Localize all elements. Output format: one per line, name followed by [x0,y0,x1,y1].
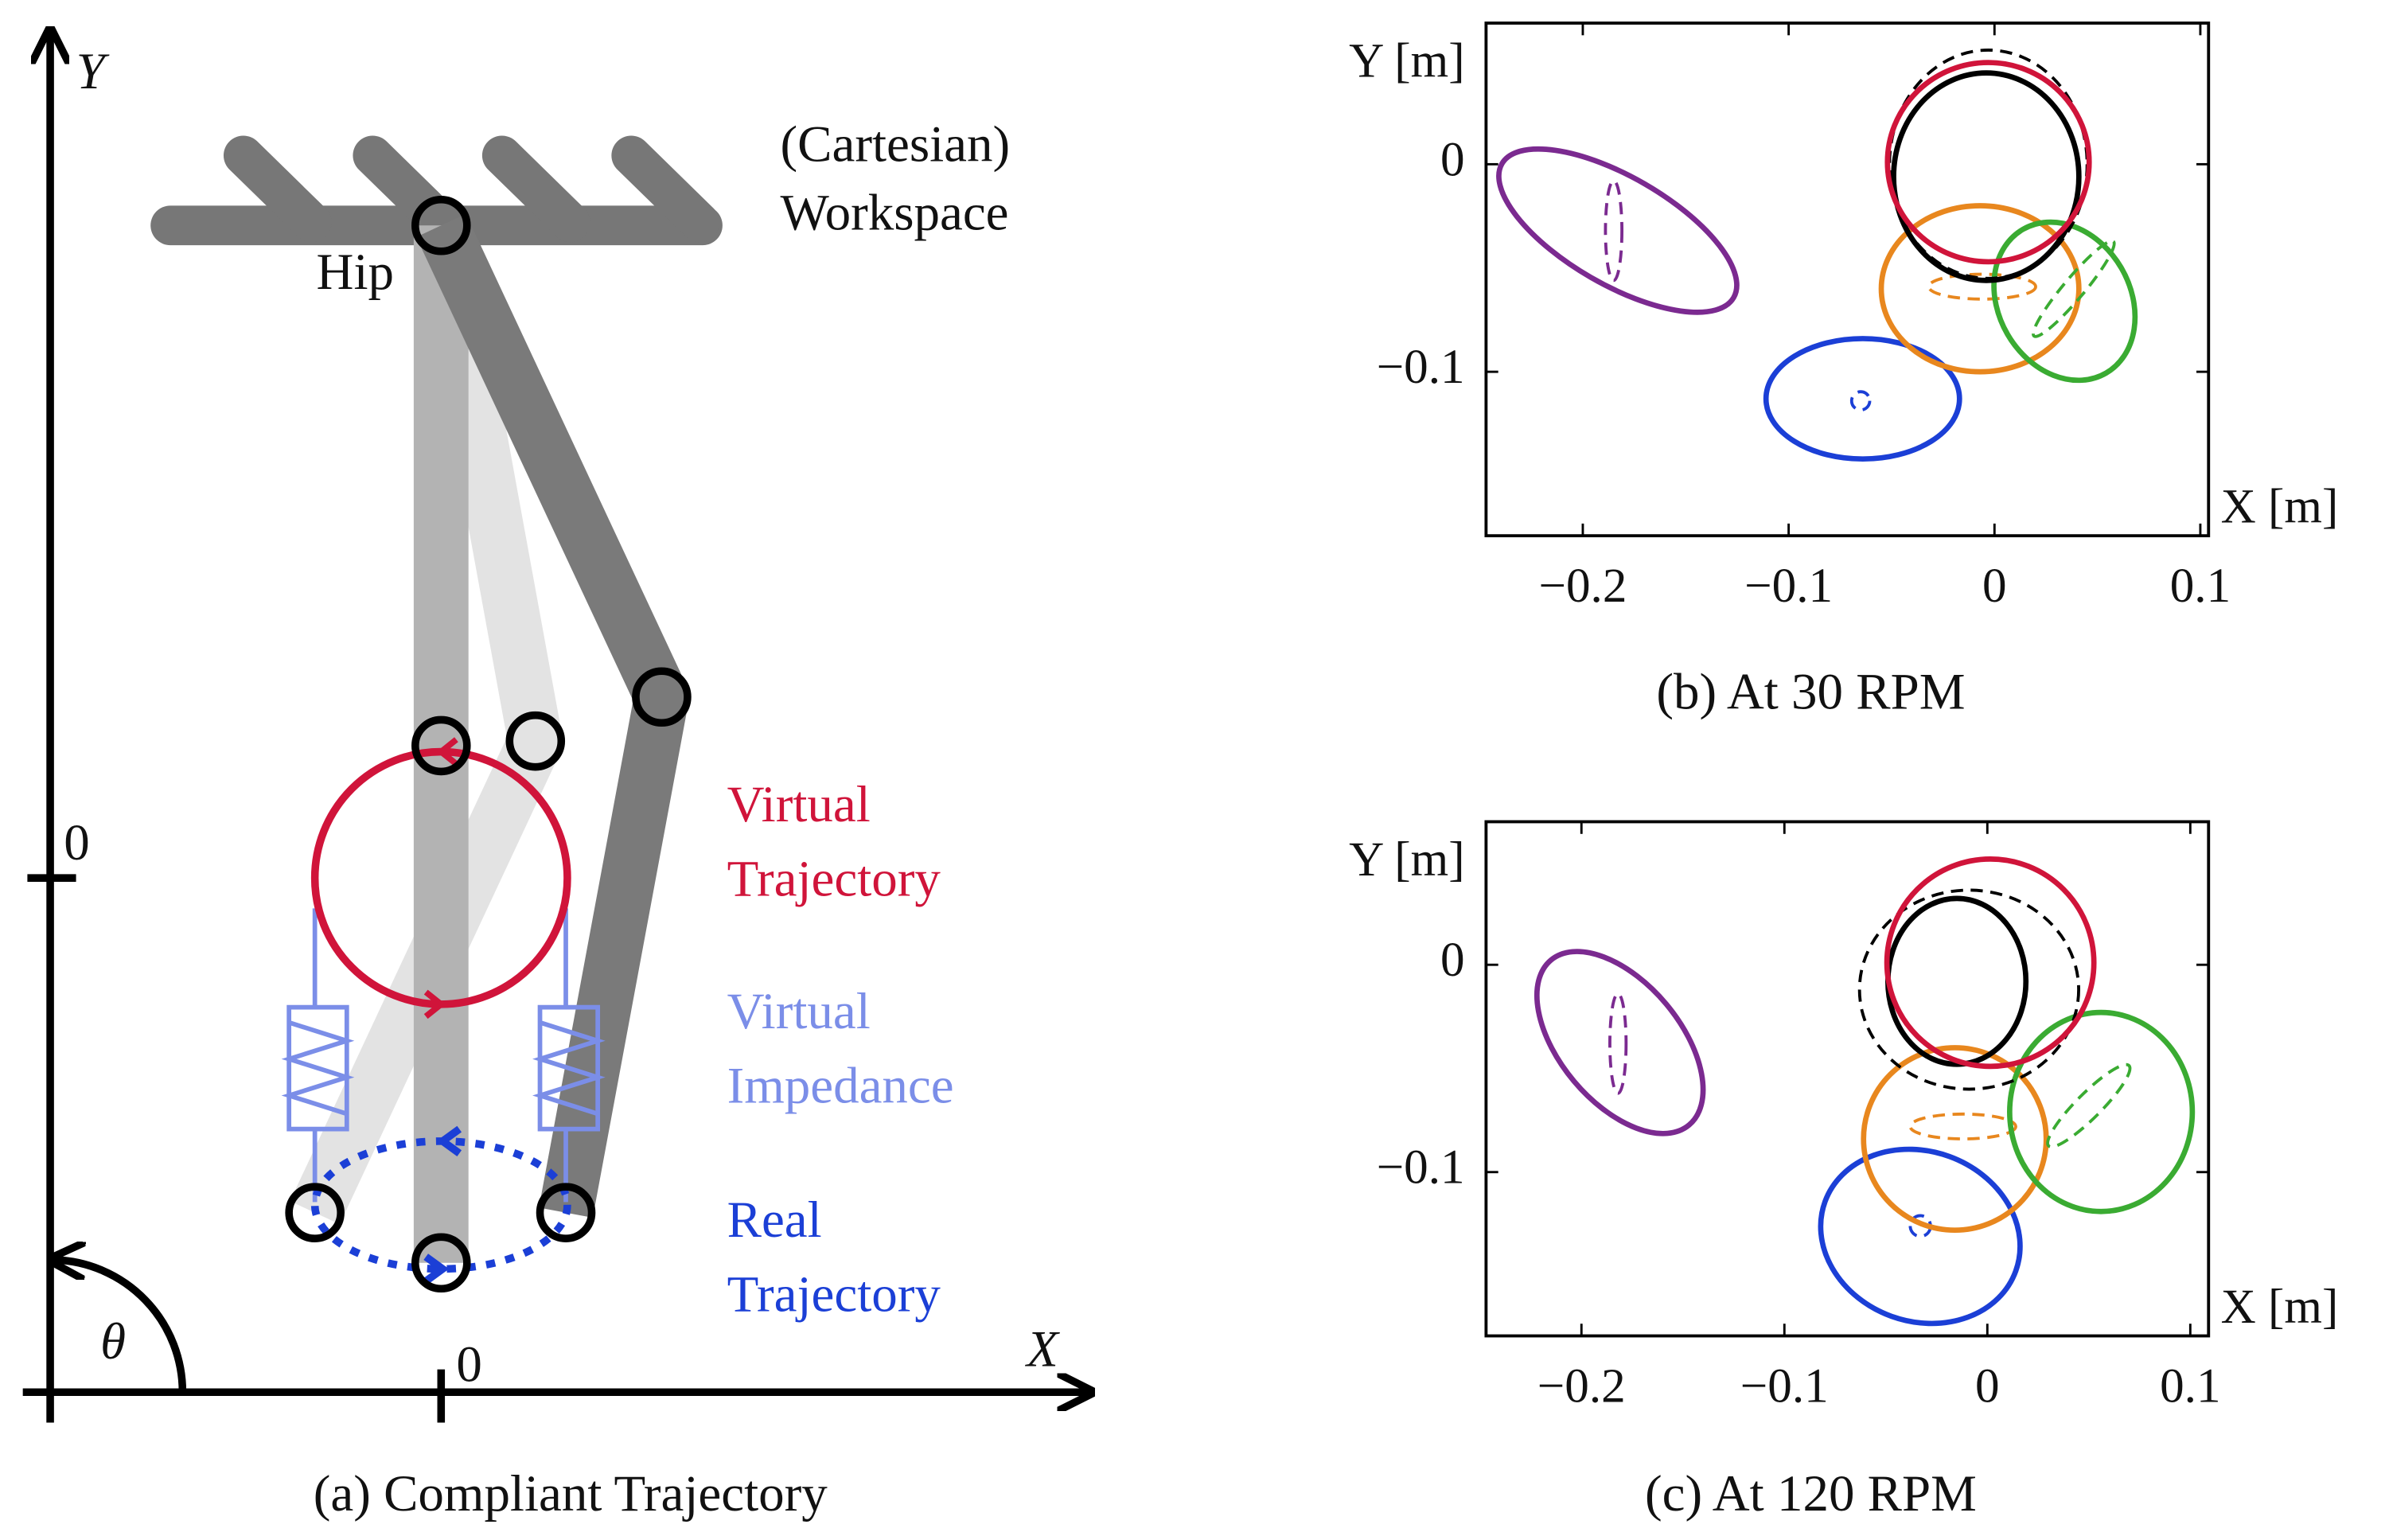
x-tick-label: 0 [1975,1359,2000,1413]
trajectory [1884,895,2029,1067]
caption: (c) At 120 RPM [1645,1465,1977,1522]
joints [285,195,692,1293]
trajectory [1763,336,1962,462]
x-tick-label: 0.1 [2170,559,2231,613]
x-tick-label: −0.2 [1537,1359,1626,1413]
plot-frame [1484,21,2211,538]
trajectory [1608,992,1628,1095]
x-tick-label: 0.1 [2160,1359,2220,1413]
y-axis-label: Y [m] [1349,34,1465,88]
trajectory [2046,1062,2132,1148]
x-axis-label: X [m] [2221,480,2339,534]
virtual-impedance-label: Virtual [727,983,871,1040]
y-tick-label: −0.1 [1377,340,1465,394]
trajectory [1884,856,2097,1070]
trajectory [1991,219,2138,384]
trajectory [1891,70,2082,283]
trajectory [1861,1045,2049,1234]
virtual-trajectory-label: Virtual [727,776,871,833]
real-trajectory-label: Real [727,1191,822,1249]
y-tick-label: −0.1 [1377,1140,1465,1195]
virtual-trajectory-label: Trajectory [727,851,941,908]
trajectory [1818,1146,2023,1327]
trajectory [1927,272,2037,301]
arrowhead [436,1125,462,1157]
x-origin-label: 0 [456,1335,481,1393]
workspace-label: (Cartesian) [781,116,1011,173]
trajectory [1878,203,2082,375]
trajectory [1849,390,1872,412]
trajectory [1604,179,1624,283]
angle-arc [55,1260,187,1393]
x-axis-label: X [1024,1320,1060,1378]
x-axis-label: X [m] [2221,1280,2339,1334]
workspace [150,135,723,246]
diagram: Y X θ 0 0 Hip (Cartesian) Workspace Virt… [22,33,1088,1522]
trajectory [1908,1112,2017,1140]
trajectory [1857,888,2080,1091]
virtual-impedance-label: Impedance [727,1058,954,1115]
caption: (b) At 30 RPM [1656,664,1965,721]
arrowhead [436,737,458,766]
plot-frame [1484,820,2211,1338]
arrowhead [423,1253,450,1285]
trajectory [2007,1009,2196,1214]
x-tick-label: −0.2 [1538,559,1627,613]
x-tick-label: −0.1 [1744,559,1833,613]
x-tick-label: 0 [1982,559,2007,613]
trajectory [1533,949,1706,1136]
real-trajectory-label: Trajectory [727,1266,941,1324]
caption: (a) Compliant Trajectory [314,1465,828,1522]
y-origin-label: 0 [64,814,89,871]
hip-label: Hip [317,244,394,301]
trajectory [1884,60,2092,265]
angle-label: θ [100,1313,126,1370]
virtual-impedance-springs [281,908,606,1203]
y-tick-label: 0 [1440,132,1465,186]
trajectory [1496,146,1740,315]
y-axis-label: Y [m] [1349,832,1465,887]
workspace-label: Workspace [781,185,1009,242]
x-tick-label: −0.1 [1740,1359,1829,1413]
y-tick-label: 0 [1440,933,1465,987]
arrowhead [423,989,446,1020]
y-axis-label: Y [76,43,110,100]
